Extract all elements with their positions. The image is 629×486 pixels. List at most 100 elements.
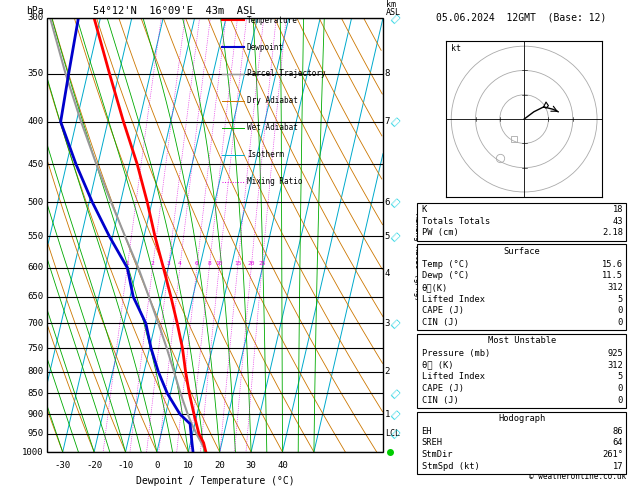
Text: 0: 0 (154, 461, 160, 469)
Text: θᴄ(K): θᴄ(K) (421, 283, 448, 292)
Text: 20: 20 (214, 461, 225, 469)
Text: 2.18: 2.18 (602, 228, 623, 238)
Text: 1: 1 (125, 261, 129, 266)
Text: Pressure (mb): Pressure (mb) (421, 349, 490, 358)
Text: Totals Totals: Totals Totals (421, 217, 490, 226)
Text: 8: 8 (208, 261, 211, 266)
Text: LCL: LCL (385, 429, 399, 438)
Text: 0: 0 (618, 384, 623, 393)
Text: 850: 850 (28, 389, 43, 398)
Text: kt: kt (451, 44, 461, 53)
Text: 400: 400 (28, 117, 43, 126)
Text: 5: 5 (385, 232, 390, 241)
Text: CAPE (J): CAPE (J) (421, 384, 464, 393)
Text: 800: 800 (28, 367, 43, 376)
Text: 43: 43 (613, 217, 623, 226)
Text: 900: 900 (28, 410, 43, 418)
Text: EH: EH (421, 427, 432, 436)
Text: CAPE (J): CAPE (J) (421, 306, 464, 315)
Text: 3: 3 (167, 261, 170, 266)
Text: 30: 30 (246, 461, 257, 469)
Text: 700: 700 (28, 319, 43, 328)
Text: PW (cm): PW (cm) (421, 228, 459, 238)
Text: 5: 5 (618, 372, 623, 382)
Text: 5: 5 (618, 295, 623, 304)
Text: Dewp (°C): Dewp (°C) (421, 271, 469, 280)
Text: Wet Adiabat: Wet Adiabat (247, 123, 298, 132)
Text: 650: 650 (28, 292, 43, 301)
Text: 312: 312 (607, 361, 623, 370)
Text: CIN (J): CIN (J) (421, 396, 459, 405)
Text: 750: 750 (28, 344, 43, 353)
Text: ≪: ≪ (389, 318, 400, 329)
Text: SREH: SREH (421, 438, 443, 448)
Text: 0: 0 (618, 318, 623, 327)
Text: Lifted Index: Lifted Index (421, 295, 484, 304)
Text: ≪: ≪ (389, 428, 400, 439)
Text: StmSpd (kt): StmSpd (kt) (421, 462, 479, 471)
Text: ≪: ≪ (389, 116, 400, 127)
Text: 10: 10 (215, 261, 223, 266)
Text: 2: 2 (385, 367, 390, 376)
Text: Mixing Ratio: Mixing Ratio (247, 177, 303, 186)
Text: ≪: ≪ (389, 231, 400, 242)
Text: 6: 6 (195, 261, 199, 266)
Text: 54°12'N  16°09'E  43m  ASL: 54°12'N 16°09'E 43m ASL (94, 5, 256, 16)
Text: Isotherm: Isotherm (247, 150, 284, 159)
Text: -10: -10 (118, 461, 133, 469)
Text: StmDir: StmDir (421, 450, 453, 459)
Text: 350: 350 (28, 69, 43, 78)
Text: -20: -20 (86, 461, 102, 469)
Text: 500: 500 (28, 198, 43, 207)
Text: 1000: 1000 (22, 448, 43, 456)
Text: 300: 300 (28, 14, 43, 22)
Text: Hodograph: Hodograph (498, 414, 545, 423)
Text: 925: 925 (607, 349, 623, 358)
Text: Lifted Index: Lifted Index (421, 372, 484, 382)
Text: 10: 10 (183, 461, 194, 469)
Text: Dewpoint: Dewpoint (247, 43, 284, 52)
Text: 11.5: 11.5 (602, 271, 623, 280)
Text: 261°: 261° (602, 450, 623, 459)
Text: 6: 6 (385, 198, 390, 207)
Text: 25: 25 (258, 261, 265, 266)
Text: © weatheronline.co.uk: © weatheronline.co.uk (529, 472, 626, 481)
Text: 450: 450 (28, 160, 43, 169)
Text: 4: 4 (178, 261, 182, 266)
Text: 950: 950 (28, 429, 43, 438)
Text: 20: 20 (247, 261, 255, 266)
Text: Dry Adiabat: Dry Adiabat (247, 96, 298, 105)
Text: 18: 18 (613, 205, 623, 214)
Text: ≪: ≪ (389, 388, 400, 399)
Text: 600: 600 (28, 263, 43, 272)
Text: 312: 312 (607, 283, 623, 292)
Text: 1: 1 (385, 410, 390, 418)
Text: Most Unstable: Most Unstable (487, 336, 556, 346)
Text: hPa: hPa (26, 5, 44, 16)
Text: -30: -30 (55, 461, 71, 469)
Text: ≪: ≪ (389, 408, 400, 419)
Text: 0: 0 (618, 396, 623, 405)
Text: θᴄ (K): θᴄ (K) (421, 361, 453, 370)
Text: 7: 7 (385, 117, 390, 126)
Text: ≪: ≪ (389, 196, 400, 208)
Text: 40: 40 (277, 461, 288, 469)
Text: 17: 17 (613, 462, 623, 471)
Text: 8: 8 (385, 69, 390, 78)
Text: km
ASL: km ASL (386, 0, 401, 17)
Text: Surface: Surface (503, 247, 540, 256)
Text: 3: 3 (385, 319, 390, 328)
Text: 86: 86 (613, 427, 623, 436)
Text: Temperature: Temperature (247, 16, 298, 25)
Text: CIN (J): CIN (J) (421, 318, 459, 327)
Text: 15.6: 15.6 (602, 260, 623, 269)
Text: ≪: ≪ (389, 12, 400, 24)
Text: 4: 4 (385, 269, 390, 278)
Text: K: K (421, 205, 427, 214)
Text: 0: 0 (618, 306, 623, 315)
Text: 64: 64 (613, 438, 623, 448)
Text: 550: 550 (28, 232, 43, 241)
Text: 2: 2 (151, 261, 155, 266)
Text: 15: 15 (234, 261, 242, 266)
Text: 05.06.2024  12GMT  (Base: 12): 05.06.2024 12GMT (Base: 12) (436, 12, 606, 22)
